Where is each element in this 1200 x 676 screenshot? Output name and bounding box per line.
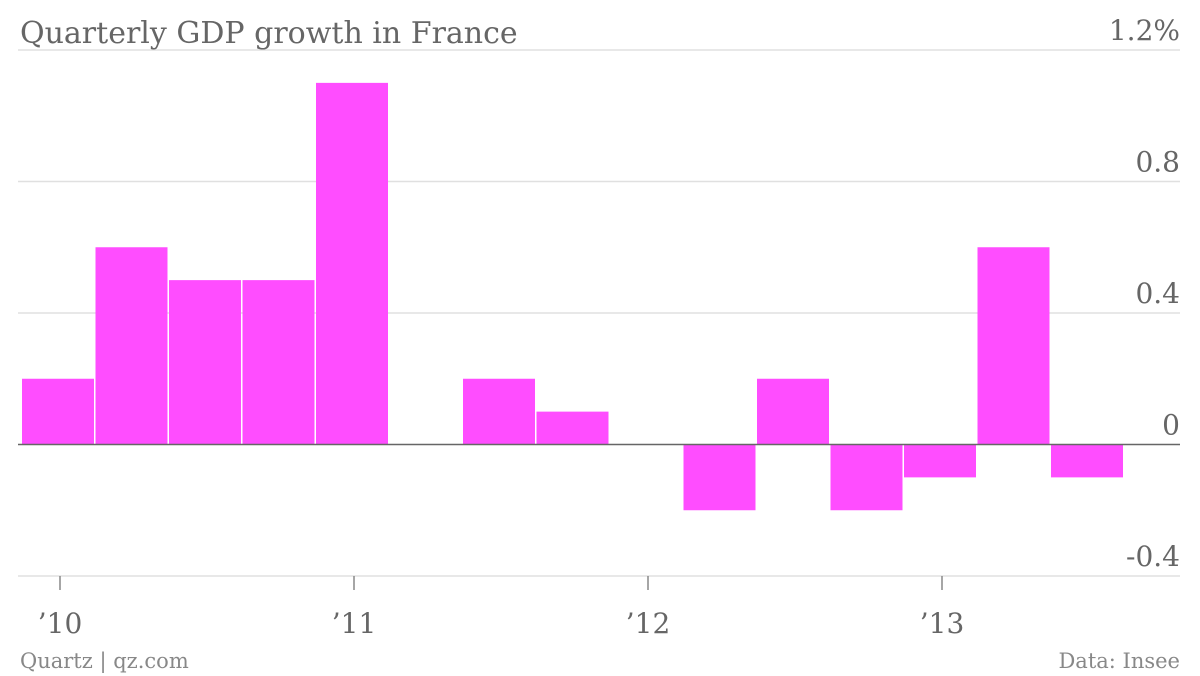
source-text: Data: Insee [1058,649,1180,673]
bar-2010-q1 [22,378,94,445]
y-tick-label: 0.4 [1135,277,1180,310]
bar-2011-q3 [463,378,535,445]
bar-2010-q2 [95,247,168,445]
bar-2010-q4 [242,280,315,445]
axes [18,443,1180,590]
bars [22,82,1123,511]
bar-2013-q1 [904,444,976,478]
x-tick-label: ’10 [38,607,83,640]
chart-title: Quarterly GDP growth in France [20,16,518,51]
x-tick-label: ’12 [626,607,671,640]
bar-2013-q3 [1051,444,1123,478]
y-tick-labels: 1.2% 0.8 0.4 0 -0.4 [1109,14,1180,573]
bar-2011-q4 [536,411,609,445]
x-tick-label: ’11 [332,607,377,640]
bar-2012-q3 [757,378,829,445]
x-tick-labels: ’10 ’11 ’12 ’13 [38,607,965,640]
bar-2010-q3 [169,280,241,445]
credit-text: Quartz | qz.com [20,649,189,674]
y-tick-label: -0.4 [1126,540,1180,573]
bar-2012-q4 [830,444,903,511]
bar-2013-q2 [977,247,1050,445]
x-tick-label: ’13 [920,607,965,640]
y-tick-label: 0 [1162,409,1180,442]
bar-2012-q2 [683,444,756,511]
y-tick-label: 0.8 [1135,146,1180,179]
bar-2011-q1 [316,82,388,445]
y-tick-label: 1.2% [1109,14,1180,47]
